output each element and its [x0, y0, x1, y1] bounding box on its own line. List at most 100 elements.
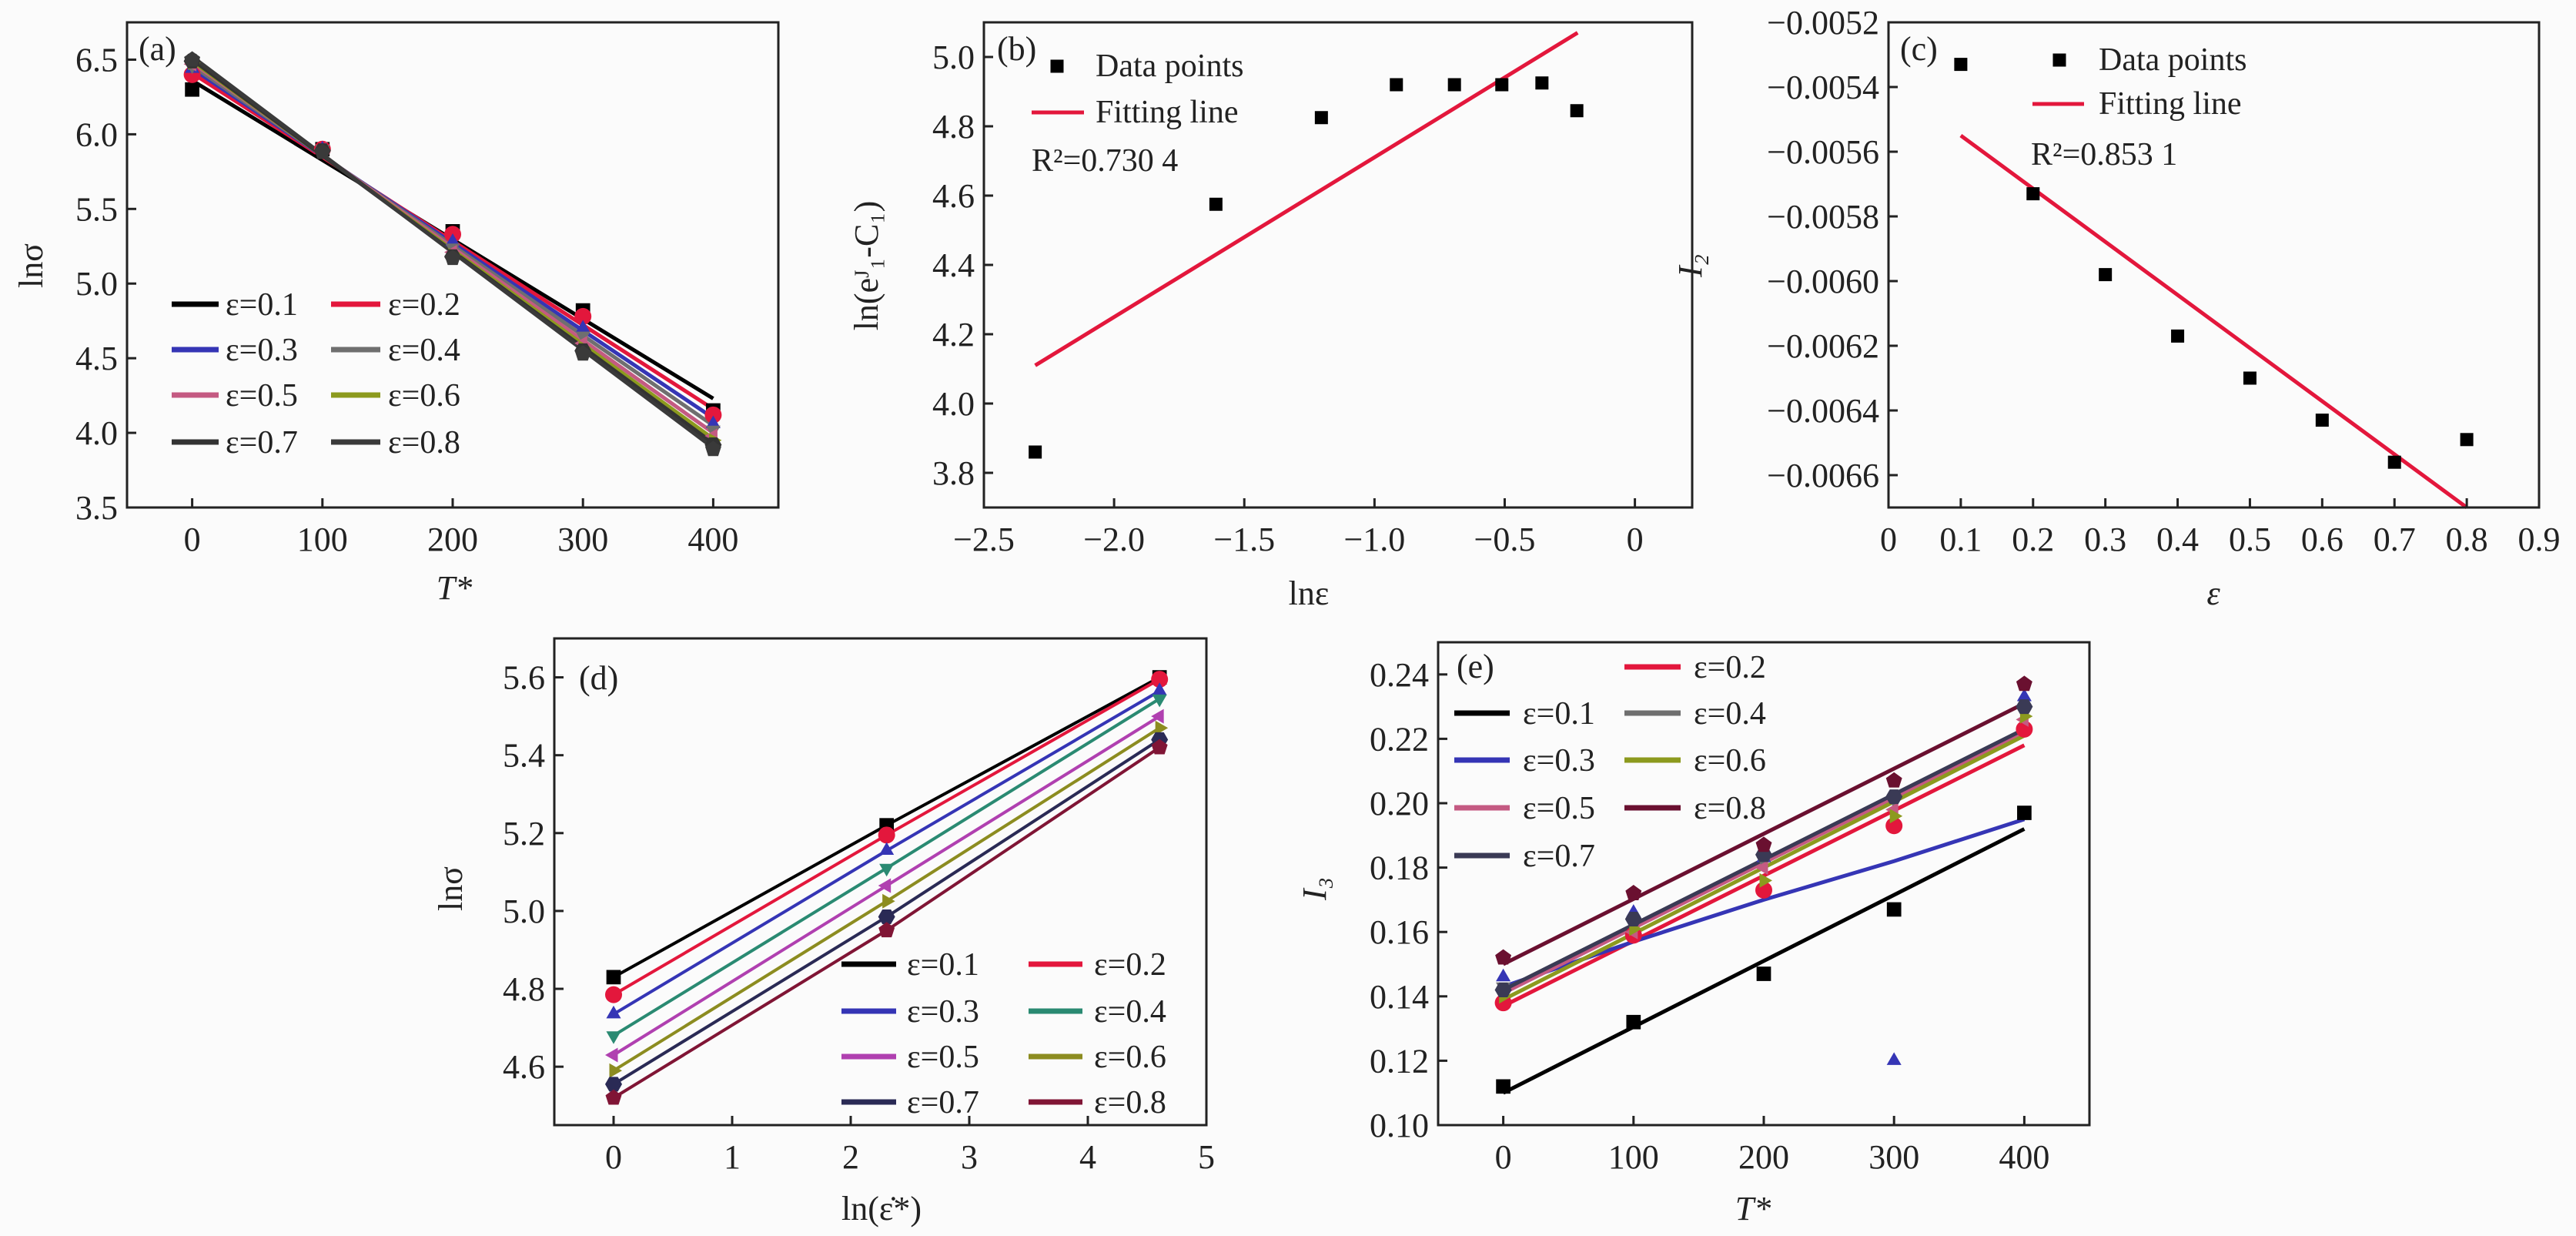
y-tick-label: −0.0066 [1767, 457, 1879, 494]
x-tick-label: 2 [842, 1138, 859, 1176]
data-point [1755, 860, 1768, 876]
y-tick-label: 4.4 [932, 246, 975, 284]
y-tick-label: 5.2 [503, 815, 545, 852]
y-axis-label: lnσ [432, 866, 470, 911]
x-tick-label: 0.5 [2229, 521, 2271, 558]
data-point [1151, 708, 1164, 724]
y-tick-label: 3.5 [75, 489, 118, 527]
data-point [444, 250, 461, 266]
series-line [1502, 827, 2026, 1095]
data-point [609, 1063, 622, 1078]
legend-label-data-points: Data points [1096, 49, 1243, 84]
y-tick-label: 5.5 [75, 190, 118, 228]
x-tick-label: −2.0 [1083, 521, 1145, 558]
data-point [1886, 902, 1902, 917]
data-point [1494, 982, 1512, 997]
legend-label-data-points: Data points [2099, 42, 2246, 78]
x-tick-label: 100 [297, 521, 348, 558]
y-axis-label: ln(eᴶ₁-C₁) [848, 201, 885, 331]
data-point [574, 345, 591, 361]
x-axis-label: ε [2206, 574, 2220, 612]
x-tick-label: 0 [184, 521, 201, 558]
data-point [1151, 739, 1168, 755]
panel-b: −2.5 −2.0 −1.5 −1.0 −0.5 0 3.8 4.0 4.2 4.4 4.6 4.8 5… [848, 21, 1694, 612]
panel-a: 0 100 200 300 400 3.5 4.0 4.5 5.0 5.5 6.0 6.5 (a) T* l… [12, 21, 780, 607]
y-tick-label: 6.0 [75, 116, 118, 153]
panel-label: (d) [579, 659, 618, 697]
data-point [878, 878, 892, 893]
data-point [1496, 968, 1511, 982]
x-tick-label: 0.8 [2446, 521, 2488, 558]
data-point [575, 320, 590, 333]
series-group [183, 51, 722, 457]
x-tick-label: 0.1 [1939, 521, 1982, 558]
series-markers [605, 708, 1164, 1063]
legend-label: ε=0.2 [1694, 650, 1766, 685]
data-point [2243, 371, 2257, 385]
series-markers [606, 694, 1167, 1044]
x-axis-label: T* [437, 569, 472, 607]
series-markers [609, 720, 1169, 1078]
y-tick-label: 4.0 [75, 414, 118, 452]
data-point [1626, 1014, 1641, 1030]
series [1502, 702, 2026, 966]
series-line [1502, 702, 2026, 966]
x-tick-label: 0.4 [2156, 521, 2199, 558]
x-tick-label: 400 [1999, 1138, 2049, 1176]
y-tick-label: 5.0 [503, 893, 545, 930]
r-squared-annotation: R²=0.853 1 [2031, 137, 2177, 173]
legend-label: ε=0.4 [388, 333, 460, 368]
x-tick-label: 200 [427, 521, 478, 558]
x-tick-label: −1.0 [1343, 521, 1405, 558]
data-point [1624, 911, 1642, 927]
panel-label: (c) [1900, 30, 1938, 68]
panel-e: 0 100 200 300 400 0.10 0.12 0.14 0.16 0.18 0.20 0.2… [1296, 641, 2091, 1228]
data-point [1151, 671, 1169, 688]
y-tick-label: 0.20 [1370, 785, 1429, 822]
y-tick-label: 5.0 [75, 265, 118, 303]
x-axis-label: ln(ε̇*) [841, 1190, 922, 1228]
panel-label: (a) [139, 30, 176, 68]
data-point [605, 1047, 618, 1063]
y-tick-label: 4.8 [503, 970, 545, 1008]
panel-label: (b) [997, 30, 1036, 68]
x-tick-label: 300 [1868, 1138, 1919, 1176]
data-point [1152, 694, 1167, 708]
data-point [1152, 682, 1167, 695]
x-tick-label: 100 [1608, 1138, 1659, 1176]
legend-label: ε=0.8 [388, 425, 460, 461]
legend-label: ε=0.2 [1094, 947, 1166, 983]
data-point [1390, 78, 1403, 92]
y-axis-label: lnσ [12, 243, 50, 288]
data-point [878, 922, 895, 938]
data-point [2315, 414, 2329, 427]
r-squared-annotation: R²=0.730 4 [1032, 143, 1178, 179]
data-point [705, 415, 721, 428]
legend-label: ε=0.6 [1094, 1040, 1166, 1075]
y-tick-label: 0.22 [1370, 720, 1429, 758]
y-tick-label: −0.0052 [1767, 4, 1879, 42]
legend-label: ε=0.7 [226, 425, 298, 461]
y-tick-label: −0.0062 [1767, 327, 1879, 365]
data-point [575, 331, 590, 345]
data-point [1885, 789, 1903, 805]
data-point [1050, 59, 1064, 73]
data-point [1495, 949, 1512, 965]
data-point [2171, 329, 2185, 343]
panel-label: (e) [1457, 648, 1494, 685]
x-tick-label: 1 [724, 1138, 741, 1176]
data-point [605, 1089, 622, 1105]
y-tick-label: 0.14 [1370, 978, 1429, 1016]
legend-label: ε=0.5 [1523, 791, 1595, 826]
data-point [878, 909, 895, 925]
data-point [2387, 455, 2401, 469]
data-point [1447, 78, 1461, 92]
data-point [606, 1031, 621, 1044]
x-tick-label: 0 [1627, 521, 1644, 558]
data-point [1756, 966, 1771, 981]
series-group [1494, 675, 2033, 1095]
y-tick-label: −0.0058 [1767, 198, 1879, 236]
data-point [2052, 53, 2066, 67]
y-tick-label: 3.8 [932, 454, 975, 492]
x-tick-label: −0.5 [1474, 521, 1536, 558]
